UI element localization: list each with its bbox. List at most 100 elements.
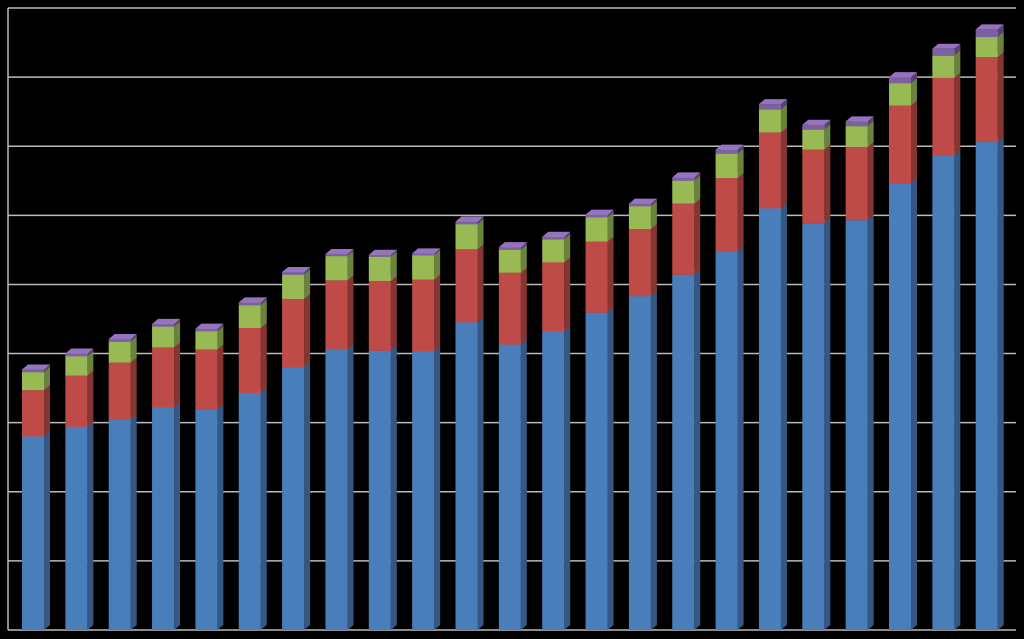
bar-segment — [758, 104, 781, 110]
bar-top — [542, 231, 571, 237]
bar-segment — [628, 229, 651, 297]
bar-side — [911, 100, 917, 184]
bar-segment — [498, 247, 521, 250]
bar-segment — [802, 129, 825, 150]
bar-segment — [238, 327, 261, 393]
bar-side — [737, 144, 744, 154]
bar-top — [975, 24, 1004, 30]
bar-side — [607, 209, 614, 218]
bar-segment — [542, 236, 565, 240]
bar-segment — [542, 262, 565, 332]
bar-side — [520, 267, 527, 345]
bar-segment — [455, 221, 478, 225]
bar-side — [997, 137, 1004, 630]
bar-segment — [65, 426, 88, 630]
bar-side — [911, 178, 917, 630]
bar-top — [672, 172, 701, 178]
bar-segment — [368, 254, 391, 257]
bar-top — [325, 249, 354, 255]
bar-side — [780, 203, 787, 630]
bar-segment — [845, 121, 868, 127]
bar-segment — [238, 305, 261, 328]
bar-side — [130, 334, 137, 342]
bar-segment — [975, 37, 998, 58]
bar-side — [304, 293, 311, 368]
bar-segment — [412, 253, 435, 256]
bar-side — [867, 121, 874, 147]
bar-segment — [152, 407, 175, 630]
bar-side — [694, 175, 701, 204]
bar-side — [911, 78, 917, 106]
bar-side — [867, 141, 874, 221]
bar-segment — [758, 109, 781, 133]
bar-side — [130, 414, 137, 630]
bar-side — [260, 300, 267, 328]
bar-side — [737, 246, 744, 630]
bar-top — [412, 248, 441, 254]
bar-side — [867, 116, 874, 127]
bar-segment — [975, 29, 998, 38]
bar-side — [434, 250, 441, 280]
bar-segment — [195, 331, 218, 350]
bar-segment — [412, 255, 435, 280]
bar-segment — [802, 223, 825, 631]
bar-segment — [325, 254, 348, 257]
bar-side — [304, 269, 311, 299]
bar-segment — [715, 153, 738, 179]
bar-side — [650, 198, 657, 207]
bar-segment — [585, 214, 608, 218]
bar-segment — [108, 362, 131, 420]
bar-segment — [975, 57, 998, 143]
bar-side — [174, 402, 181, 630]
bar-side — [44, 367, 50, 391]
bar-side — [304, 362, 311, 630]
bar-segment — [628, 203, 651, 207]
bar-side — [564, 326, 571, 630]
bar-side — [390, 249, 397, 257]
bar-side — [434, 346, 441, 630]
bar-side — [217, 404, 224, 630]
bar-side — [44, 364, 50, 373]
bar-segment — [758, 132, 781, 209]
bar-side — [520, 242, 527, 250]
bar-segment — [412, 279, 435, 352]
bar-top — [195, 323, 224, 329]
bar-side — [737, 173, 744, 252]
bar-segment — [152, 326, 175, 348]
bar-side — [217, 323, 224, 332]
bar-top — [802, 119, 831, 125]
bar-segment — [672, 177, 695, 181]
bar-side — [564, 231, 571, 240]
bar-segment — [412, 351, 435, 630]
bar-top — [585, 209, 614, 215]
bar-side — [390, 251, 397, 281]
bar-segment — [282, 274, 305, 299]
bar-segment — [802, 124, 825, 130]
bar-segment — [368, 280, 391, 351]
bar-side — [997, 52, 1004, 143]
bar-side — [607, 307, 614, 630]
bar-top — [238, 297, 267, 303]
bar-segment — [845, 220, 868, 630]
bar-segment — [65, 356, 88, 376]
bar-side — [130, 357, 137, 420]
bar-side — [911, 72, 917, 84]
bar-side — [304, 267, 311, 275]
bar-side — [997, 24, 1004, 38]
bar-segment — [542, 331, 565, 630]
bar-segment — [715, 251, 738, 630]
bar-top — [152, 318, 181, 324]
bar-segment — [845, 126, 868, 147]
bar-top — [368, 249, 397, 255]
bar-segment — [932, 155, 955, 631]
bar-side — [650, 201, 657, 230]
bar-segment — [108, 339, 131, 342]
bar-side — [694, 198, 701, 275]
bar-side — [824, 124, 831, 150]
bar-side — [954, 43, 961, 56]
bar-side — [694, 172, 701, 181]
bar-side — [260, 322, 267, 393]
bar-segment — [889, 183, 911, 630]
bar-side — [347, 249, 354, 257]
bar-segment — [889, 83, 911, 106]
